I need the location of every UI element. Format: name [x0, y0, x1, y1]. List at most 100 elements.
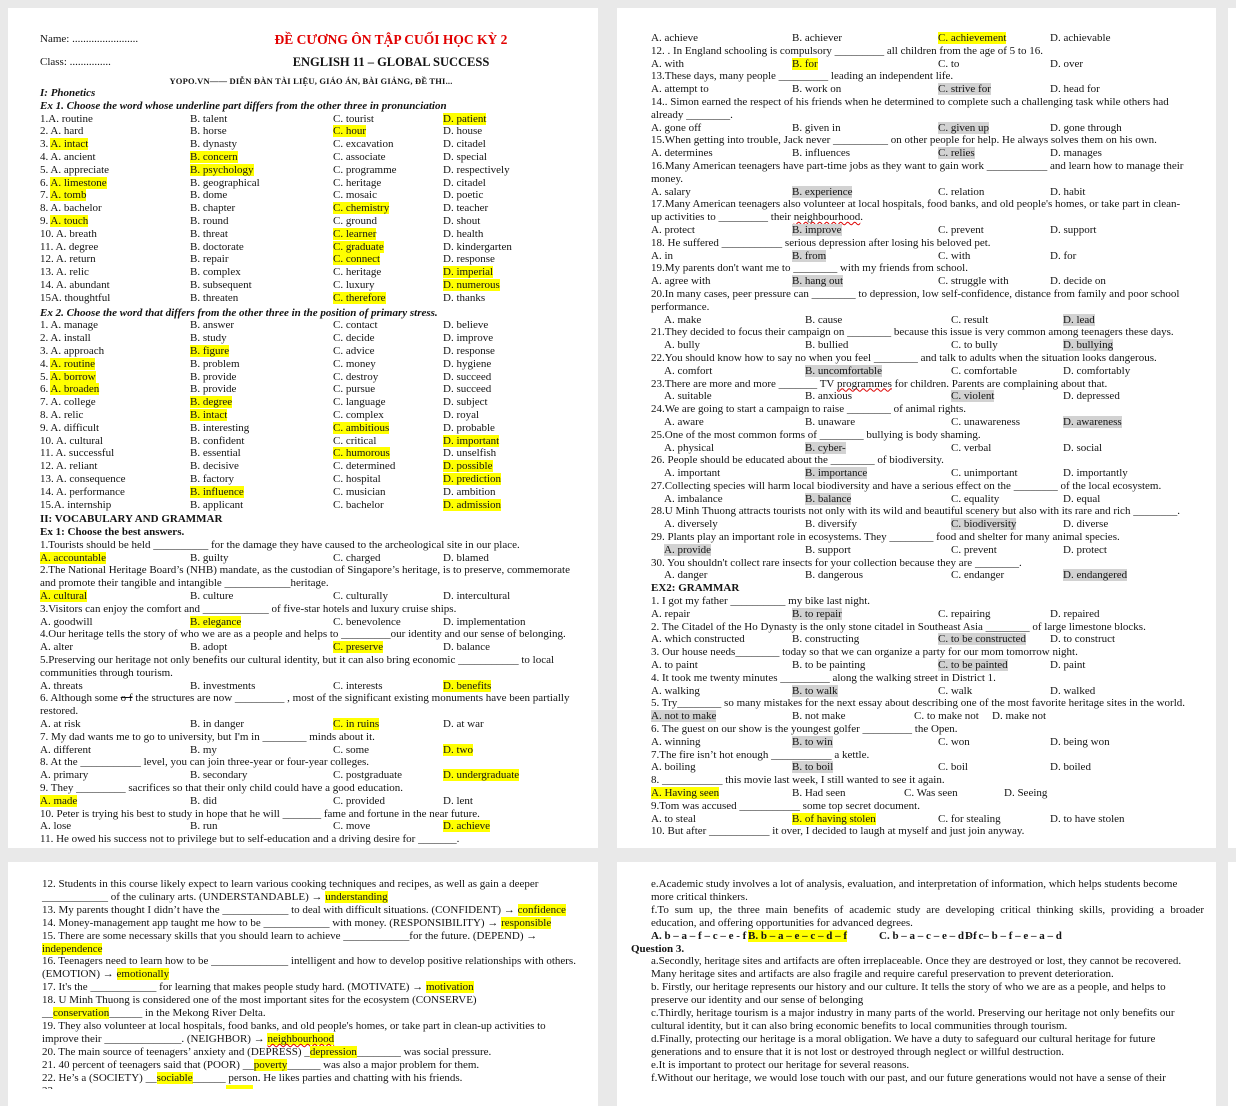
text-segment: money. [651, 172, 683, 185]
text-segment: A. repair [651, 607, 691, 620]
text-segment: C. destroy [333, 370, 379, 383]
text-line: 28.U Minh Thuong attracts tourists not o… [651, 505, 1204, 518]
text-segment: D. probable [443, 421, 495, 434]
text-segment: A. achieve [651, 32, 699, 44]
option-cell: 4. A. routine [40, 357, 190, 371]
text-line: EX2: GRAMMAR [651, 582, 1204, 595]
text-segment: A. gone off [651, 121, 702, 134]
options-row: 2. A. hard B. horse C. hour D. house [40, 125, 582, 138]
option-cell: D. decide on [1050, 275, 1204, 288]
text-segment: D. head for [1050, 83, 1100, 96]
option-cell: B. unaware [805, 416, 951, 429]
highlight-yellow: D. patient [443, 112, 487, 125]
option-cell: C. won [938, 736, 1050, 749]
text-segment: programmes [836, 377, 892, 390]
highlight-gray: D. bullying [1063, 339, 1114, 352]
text-segment: D. being won [1050, 735, 1110, 748]
option-cell: D. walked [1050, 685, 1204, 698]
text-segment: D. succeed [443, 383, 492, 396]
text-segment: C. b – a – c – e – d - f [879, 929, 977, 942]
option-cell: D. kindergarten [443, 241, 582, 254]
option-cell: D. being won [1050, 736, 1204, 749]
option-cell: D. lead [1063, 313, 1204, 327]
text-line: communities through tourism. [40, 667, 582, 680]
text-segment: education, and offering opportunities fo… [651, 916, 913, 929]
option-cell: A. attempt to [651, 83, 792, 96]
option-cell: C. postgraduate [333, 769, 443, 782]
text-segment: B. confident [190, 434, 245, 447]
text-line: up activities to _________ their neighbo… [651, 211, 1204, 224]
option-cell: B. to win [792, 735, 938, 749]
text-line: 12. Students in this course likely expec… [42, 878, 582, 891]
option-cell: C. contact [333, 319, 443, 332]
text-segment: C. pursue [333, 383, 376, 396]
text-segment: C. repairing [938, 607, 991, 620]
header-left-label: Name: ........................ [40, 33, 139, 45]
options-row: A. different B. my C. some D. two [40, 743, 582, 757]
text-segment: the structures are now _________ , most … [132, 692, 570, 705]
text-segment: ________ was social pressure. [356, 1045, 492, 1058]
option-cell: C. culturally [333, 590, 443, 603]
text-segment: D. repaired [1050, 607, 1100, 620]
text-segment: A. boiling [651, 761, 696, 774]
text-segment: B. threat [190, 227, 228, 240]
highlight-yellow: C. graduate [333, 240, 384, 253]
option-cell: 9. A. difficult [40, 422, 190, 435]
option-cell: B. chapter [190, 202, 333, 215]
option-cell: 5. A. borrow [40, 370, 190, 384]
highlight-yellow: D. admission [443, 498, 502, 511]
option-cell: 8. A. relic [40, 409, 190, 422]
option-cell: C. hour [333, 125, 443, 138]
options-row: A. attempt to B. work on C. strive for D. h… [651, 83, 1204, 96]
option-cell: B. dome [190, 189, 333, 202]
option-cell: A. threats [40, 680, 190, 693]
option-cell: B. concern [190, 150, 333, 164]
option-cell: C. with [938, 250, 1050, 263]
text-segment: 18. He suffered ___________ serious depr… [651, 236, 991, 249]
text-segment: 9. [40, 214, 51, 227]
highlight-gray: B. experience [792, 185, 853, 198]
option-cell: A. primary [40, 769, 190, 782]
option-cell: B. provide [190, 371, 333, 384]
text-line: generations and to ensure that it is not… [651, 1046, 1204, 1059]
highlight-gray: C. strive for [938, 83, 991, 96]
page-top-right: A. achieve B. achiever C. achievement D. ac… [617, 8, 1216, 848]
option-cell: D. hygiene [443, 358, 582, 371]
option-cell: 13. A. consequence [40, 473, 190, 486]
text-segment: performance. [651, 300, 710, 313]
text-segment: D. diverse [1063, 518, 1109, 531]
option-cell: C. relation [938, 186, 1050, 199]
option-cell: A. walking [651, 685, 792, 698]
option-cell: B. culture [190, 590, 333, 603]
text-line: 7. My dad wants me to go to university, … [40, 731, 582, 744]
text-line: 15. There are some necessary skills that… [42, 930, 582, 943]
option-cell: D. citadel [443, 177, 582, 190]
option-cell: D. social [1063, 442, 1204, 455]
option-cell: A. which constructed [651, 633, 792, 646]
text-line: 27.Collecting species will harm local bi… [651, 480, 1204, 493]
options-row: A. with B. for C. to D. over [651, 57, 1204, 71]
text-segment: C. for stealing [938, 812, 1001, 825]
text-segment: C. money [333, 357, 376, 370]
text-segment: 6. [40, 176, 51, 189]
text-line: 4.Our heritage tells the story of who we… [40, 628, 582, 641]
text-segment: C. postgraduate [333, 769, 403, 782]
options-row: 10. A. cultural B. confident C. critical D.… [40, 434, 582, 448]
option-cell: B. round [190, 215, 333, 228]
text-line: Ex 2. Choose the word that differs from … [40, 307, 582, 320]
option-cell: C. given up [938, 121, 1050, 135]
text-segment: C. interests [333, 679, 383, 692]
text-segment: 13. A. consequence [40, 472, 126, 485]
text-segment: C. advice [333, 344, 375, 357]
text-segment: 15.A. internship [40, 498, 112, 511]
text-line: Ex 1. Choose the word whose underline pa… [40, 100, 582, 113]
text-segment: B. influences [792, 147, 851, 160]
text-segment: Many heritage sites and artifacts are al… [651, 968, 1114, 981]
text-segment: C. equality [951, 492, 1000, 505]
option-cell: C. relies [938, 147, 1050, 160]
text-segment: → [526, 929, 538, 942]
option-cell: A. made [40, 794, 190, 808]
text-segment: 8. ___________ this movie last week, I s… [651, 774, 945, 787]
highlight-yellow: B. concern [190, 150, 238, 163]
